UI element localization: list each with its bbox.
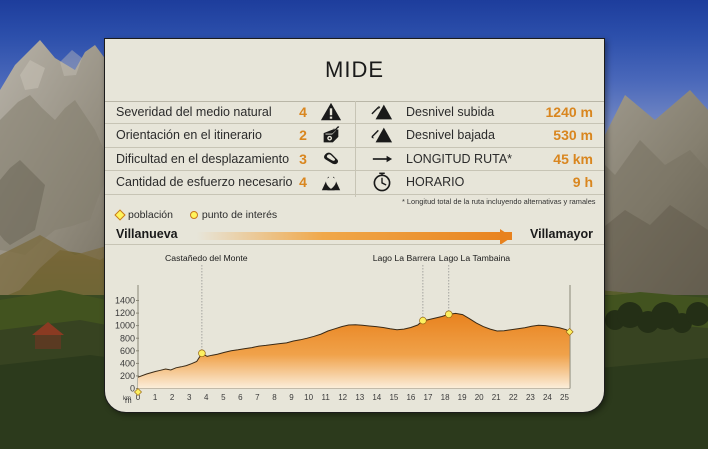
svg-text:800: 800	[120, 333, 135, 343]
svg-text:25: 25	[560, 393, 569, 402]
svg-text:9: 9	[289, 393, 294, 402]
svg-text:15: 15	[389, 393, 398, 402]
svg-text:5: 5	[221, 393, 226, 402]
svg-text:18: 18	[441, 393, 450, 402]
svg-text:4: 4	[204, 393, 209, 402]
svg-text:Lago La Tambaina: Lago La Tambaina	[439, 253, 510, 263]
svg-text:17: 17	[424, 393, 433, 402]
svg-text:1: 1	[153, 393, 158, 402]
svg-text:21: 21	[492, 393, 501, 402]
svg-text:1000: 1000	[115, 321, 135, 331]
svg-text:22: 22	[509, 393, 518, 402]
svg-text:24: 24	[543, 393, 552, 402]
svg-text:20: 20	[475, 393, 484, 402]
svg-text:1200: 1200	[115, 308, 135, 318]
svg-text:14: 14	[372, 393, 381, 402]
svg-text:7: 7	[255, 393, 260, 402]
svg-text:2: 2	[170, 393, 175, 402]
svg-text:200: 200	[120, 371, 135, 381]
svg-text:19: 19	[458, 393, 467, 402]
svg-text:10: 10	[304, 393, 313, 402]
svg-text:8: 8	[272, 393, 277, 402]
svg-text:23: 23	[526, 393, 535, 402]
svg-text:11: 11	[322, 393, 331, 402]
svg-text:Lago La Barrera: Lago La Barrera	[373, 253, 436, 263]
svg-text:6: 6	[238, 393, 243, 402]
svg-text:km: km	[123, 396, 131, 402]
svg-text:1400: 1400	[115, 296, 135, 306]
svg-text:16: 16	[406, 393, 415, 402]
svg-text:12: 12	[338, 393, 347, 402]
svg-text:13: 13	[355, 393, 364, 402]
svg-text:3: 3	[187, 393, 192, 402]
svg-text:Castañedo del Monte: Castañedo del Monte	[165, 253, 248, 263]
svg-text:400: 400	[120, 359, 135, 369]
svg-text:600: 600	[120, 346, 135, 356]
